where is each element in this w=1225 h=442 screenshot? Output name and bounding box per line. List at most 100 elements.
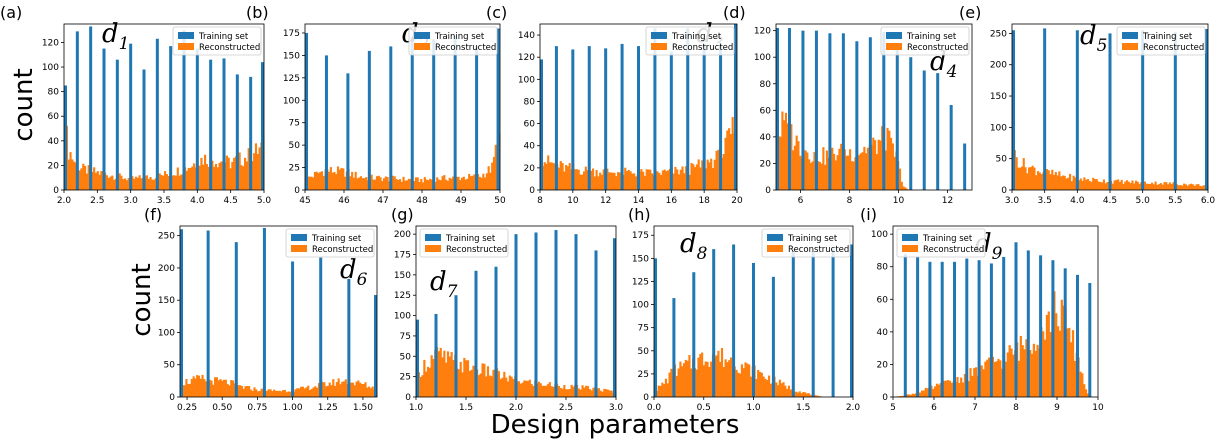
reconstructed-bar bbox=[627, 170, 630, 190]
reconstructed-bar bbox=[599, 390, 602, 397]
reconstructed-bar bbox=[196, 375, 199, 397]
reconstructed-bar bbox=[375, 176, 379, 190]
reconstructed-bar bbox=[780, 383, 783, 397]
reconstructed-bar bbox=[289, 391, 292, 397]
training-bar bbox=[1205, 29, 1208, 190]
y-tick-label: 0 bbox=[169, 393, 175, 403]
legend-swatch-reconstructed bbox=[902, 245, 918, 252]
reconstructed-bar bbox=[414, 177, 418, 190]
training-bar bbox=[771, 276, 775, 397]
reconstructed-bar bbox=[328, 171, 331, 190]
reconstructed-bar bbox=[822, 147, 825, 190]
reconstructed-bar bbox=[192, 376, 195, 397]
panel-b: 0255075100125150175454647484950(b)d2Trai… bbox=[246, 3, 506, 206]
training-bar bbox=[514, 234, 518, 397]
x-tick-label: 18 bbox=[698, 196, 710, 206]
reconstructed-bar bbox=[857, 155, 861, 190]
reconstructed-bar bbox=[204, 154, 207, 190]
x-tick-label: 5 bbox=[890, 403, 896, 413]
reconstructed-bar bbox=[355, 381, 358, 397]
reconstructed-bar bbox=[681, 166, 684, 190]
training-bar bbox=[102, 48, 106, 191]
training-bar bbox=[347, 278, 351, 397]
x-tick-label: 9 bbox=[1054, 403, 1060, 413]
reconstructed-bar bbox=[319, 172, 322, 190]
reconstructed-bar bbox=[552, 163, 555, 190]
reconstructed-bar bbox=[423, 359, 426, 397]
training-bar bbox=[574, 234, 578, 397]
reconstructed-bar bbox=[425, 179, 428, 190]
reconstructed-bar bbox=[1156, 184, 1159, 190]
reconstructed-bar bbox=[1045, 314, 1049, 397]
reconstructed-bar bbox=[231, 380, 235, 397]
x-tick-label: 10 bbox=[893, 196, 905, 206]
training-bar bbox=[416, 319, 419, 397]
training-bar bbox=[620, 43, 624, 190]
reconstructed-bar bbox=[548, 382, 551, 397]
reconstructed-bar bbox=[199, 378, 202, 397]
training-bar bbox=[903, 253, 907, 397]
training-bar bbox=[1173, 32, 1177, 190]
y-tick-label: 0 bbox=[53, 186, 59, 196]
legend-box bbox=[172, 26, 262, 56]
reconstructed-bar bbox=[379, 177, 382, 190]
reconstructed-bar bbox=[597, 388, 600, 397]
reconstructed-bar bbox=[485, 173, 488, 190]
legend-box bbox=[896, 228, 986, 258]
training-bar bbox=[940, 261, 944, 397]
training-bar bbox=[587, 46, 591, 191]
reconstructed-bar bbox=[331, 172, 334, 190]
reconstructed-bar bbox=[1031, 165, 1034, 190]
x-tick-label: 1.5 bbox=[796, 403, 810, 413]
reconstructed-bar bbox=[358, 177, 361, 190]
y-tick-label: 175 bbox=[283, 29, 300, 39]
legend-swatch-reconstructed bbox=[425, 245, 441, 252]
reconstructed-bar bbox=[722, 153, 725, 190]
reconstructed-bar bbox=[333, 171, 336, 190]
reconstructed-bar bbox=[485, 376, 488, 397]
reconstructed-bar bbox=[459, 180, 462, 190]
x-tick-label: 5.5 bbox=[1168, 196, 1182, 206]
training-bar bbox=[434, 313, 438, 397]
training-bar bbox=[1051, 260, 1055, 397]
reconstructed-bar bbox=[786, 388, 789, 397]
legend-swatch-training bbox=[1122, 32, 1138, 39]
reconstructed-bar bbox=[354, 171, 357, 190]
reconstructed-bar bbox=[1175, 184, 1179, 190]
reconstructed-bar bbox=[432, 359, 435, 397]
legend-swatch-reconstructed bbox=[178, 43, 194, 50]
reconstructed-bar bbox=[303, 388, 306, 397]
reconstructed-bar bbox=[563, 385, 566, 397]
x-tick-label: 2.5 bbox=[559, 403, 573, 413]
panel-c: 0204060801001201408101214161820(c)d3Trai… bbox=[486, 3, 743, 206]
reconstructed-bar bbox=[480, 177, 483, 190]
reconstructed-bar bbox=[386, 177, 389, 190]
reconstructed-bar bbox=[661, 170, 664, 190]
xlabel-design-parameters: Design parameters bbox=[491, 410, 740, 440]
reconstructed-bar bbox=[1054, 172, 1057, 190]
reconstructed-bar bbox=[342, 381, 346, 397]
reconstructed-bar bbox=[294, 389, 297, 397]
y-tick-label: 75 bbox=[638, 324, 649, 334]
legend-swatch-training bbox=[414, 32, 430, 39]
reconstructed-bar bbox=[338, 169, 341, 190]
legend-swatch-reconstructed bbox=[886, 43, 902, 50]
y-tick-label: 250 bbox=[158, 232, 175, 242]
legend-swatch-training bbox=[767, 234, 783, 241]
reconstructed-bar bbox=[357, 380, 360, 397]
reconstructed-bar bbox=[601, 391, 604, 397]
reconstructed-bar bbox=[176, 167, 179, 190]
reconstructed-bar bbox=[425, 371, 428, 397]
training-bar bbox=[374, 295, 377, 397]
reconstructed-bar bbox=[602, 169, 605, 190]
legend-swatch-training bbox=[651, 32, 667, 39]
reconstructed-bar bbox=[336, 166, 340, 190]
reconstructed-bar bbox=[247, 148, 250, 190]
reconstructed-bar bbox=[960, 377, 963, 397]
training-bar bbox=[828, 33, 832, 190]
reconstructed-bar bbox=[697, 357, 700, 397]
reconstructed-bar bbox=[566, 389, 570, 397]
reconstructed-bar bbox=[344, 176, 347, 190]
y-tick-label: 100 bbox=[990, 123, 1007, 133]
